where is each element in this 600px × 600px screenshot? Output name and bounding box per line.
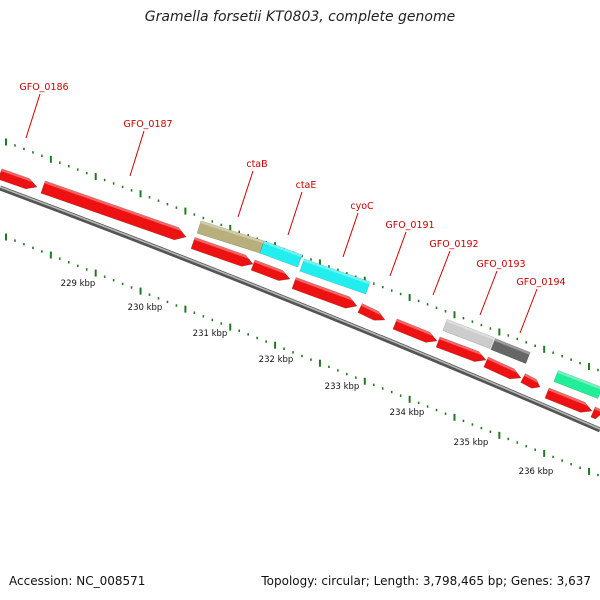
gene-arrow — [291, 276, 358, 309]
gene-arrow — [544, 387, 593, 413]
backbone-highlight — [0, 186, 600, 430]
gene-box — [442, 319, 495, 349]
ruler-label: 234 kbp — [390, 408, 425, 418]
gene-arrow — [520, 373, 541, 389]
gene-label: GFO_0192 — [429, 239, 478, 250]
gene-label: GFO_0187 — [123, 119, 172, 130]
gene-box-ctaE — [259, 240, 303, 268]
kbp-ruler-labels: 229 kbp 230 kbp 231 kbp 232 kbp 233 kbp 234 k… — [61, 279, 554, 477]
gene-label: ctaE — [296, 180, 317, 191]
leader-line — [342, 212, 359, 258]
ruler-label: 232 kbp — [259, 355, 294, 365]
leader-line — [479, 270, 498, 316]
gene-arrow — [250, 259, 291, 281]
map-title: Gramella forsetii KT0803, complete genom… — [144, 9, 456, 25]
leader-line — [519, 288, 538, 334]
leader-line — [25, 93, 41, 139]
leader-line — [389, 231, 407, 277]
accession-text: Accession: NC_008571 — [9, 574, 146, 588]
gene-label: cyoC — [350, 201, 374, 212]
gene-arrow — [590, 406, 600, 420]
outer-tick-ring — [5, 138, 599, 372]
gene-box — [553, 370, 600, 399]
gene-arrow — [40, 180, 187, 241]
ruler-label: 236 kbp — [519, 467, 554, 477]
ruler-label: 230 kbp — [128, 303, 163, 313]
inner-tick-ring — [5, 233, 599, 477]
gene-arrow — [190, 236, 254, 267]
leader-line — [432, 250, 451, 296]
gene-arrow — [435, 336, 487, 362]
gene-label: GFO_0193 — [476, 259, 525, 270]
ruler-label: 235 kbp — [454, 438, 489, 448]
gene-label: GFO_0186 — [19, 82, 68, 93]
leader-line — [287, 191, 303, 236]
genome-summary-text: Topology: circular; Length: 3,798,465 bp… — [261, 574, 591, 588]
gene-arrow — [392, 318, 438, 343]
gene-arrow — [0, 168, 38, 190]
label-leader-lines — [25, 93, 538, 334]
ruler-label: 231 kbp — [193, 329, 228, 339]
genome-backbone — [0, 185, 600, 433]
gene-label: GFO_0194 — [516, 277, 565, 288]
ruler-label: 229 kbp — [61, 279, 96, 289]
gene-box — [490, 338, 531, 364]
leader-line — [237, 170, 254, 218]
gene-box-cyoC — [299, 258, 371, 295]
gene-label: ctaB — [246, 159, 267, 170]
backbone-line — [0, 185, 600, 433]
gene-label: GFO_0191 — [385, 220, 434, 231]
gene-arrow — [357, 303, 386, 321]
ruler-label: 233 kbp — [325, 382, 360, 392]
gene-track — [0, 168, 600, 420]
gene-labels: GFO_0186 GFO_0187 ctaB ctaE cyoC GFO_0191 GFO_… — [19, 82, 565, 288]
gene-arrow — [483, 356, 522, 380]
leader-line — [129, 130, 145, 177]
